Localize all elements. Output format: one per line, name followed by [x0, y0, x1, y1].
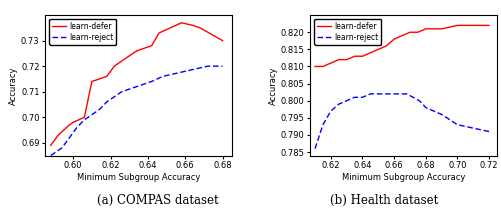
learn-defer [469, 24, 475, 27]
learn-reject [182, 70, 188, 73]
learn-defer [335, 58, 341, 61]
learn-defer [167, 27, 173, 29]
learn-defer [351, 55, 357, 57]
learn-reject [48, 154, 54, 157]
learn-defer [312, 65, 318, 68]
learn-reject [159, 75, 165, 78]
learn-reject [312, 147, 318, 150]
X-axis label: Minimum Subgroup Accuracy: Minimum Subgroup Accuracy [77, 173, 200, 182]
learn-defer [382, 45, 388, 47]
Line: learn-reject: learn-reject [51, 66, 222, 156]
learn-reject [409, 96, 415, 98]
learn-defer [438, 27, 444, 30]
learn-defer [189, 24, 195, 27]
learn-defer [343, 58, 349, 61]
learn-reject [148, 80, 154, 83]
learn-reject [89, 113, 95, 116]
learn-defer [89, 80, 95, 83]
learn-reject [193, 67, 199, 70]
learn-defer [390, 38, 396, 40]
learn-defer [126, 55, 132, 57]
learn-reject [375, 93, 381, 95]
learn-reject [133, 85, 139, 88]
learn-reject [66, 136, 72, 139]
learn-defer [156, 32, 162, 34]
learn-defer [141, 47, 147, 50]
learn-defer [367, 51, 373, 54]
Line: learn-defer: learn-defer [315, 25, 488, 67]
learn-reject [141, 83, 147, 85]
learn-reject [438, 113, 444, 116]
learn-reject [327, 110, 333, 112]
learn-defer [453, 24, 459, 27]
learn-reject [118, 91, 124, 93]
learn-defer [178, 21, 184, 24]
Text: (a) COMPAS dataset: (a) COMPAS dataset [97, 194, 218, 207]
learn-defer [70, 121, 76, 124]
learn-defer [48, 144, 54, 147]
learn-defer [219, 39, 225, 42]
learn-reject [416, 99, 422, 102]
learn-reject [111, 95, 117, 98]
Y-axis label: Accuracy: Accuracy [9, 66, 18, 105]
learn-defer [55, 134, 61, 136]
Line: learn-defer: learn-defer [51, 23, 222, 145]
learn-reject [453, 123, 459, 126]
Legend: learn-defer, learn-reject: learn-defer, learn-reject [49, 19, 116, 44]
Legend: learn-defer, learn-reject: learn-defer, learn-reject [314, 19, 381, 44]
learn-defer [414, 31, 420, 33]
learn-reject [126, 88, 132, 91]
Y-axis label: Accuracy: Accuracy [269, 66, 278, 105]
learn-defer [111, 65, 117, 67]
learn-reject [367, 93, 373, 95]
X-axis label: Minimum Subgroup Accuracy: Minimum Subgroup Accuracy [341, 173, 464, 182]
learn-defer [104, 75, 110, 78]
learn-reject [382, 93, 388, 95]
learn-reject [59, 147, 65, 149]
learn-reject [343, 99, 349, 102]
learn-reject [171, 73, 177, 75]
learn-defer [375, 48, 381, 51]
learn-reject [359, 96, 365, 98]
learn-defer [118, 60, 124, 62]
learn-reject [469, 127, 475, 129]
learn-reject [335, 103, 341, 105]
learn-defer [66, 124, 72, 126]
learn-defer [133, 49, 139, 52]
learn-defer [319, 65, 325, 68]
learn-reject [351, 96, 357, 98]
learn-reject [422, 106, 428, 109]
Line: learn-reject: learn-reject [315, 94, 488, 149]
learn-reject [390, 93, 396, 95]
learn-defer [422, 27, 428, 30]
learn-reject [485, 130, 491, 133]
learn-defer [327, 62, 333, 64]
learn-defer [485, 24, 491, 27]
learn-defer [406, 31, 412, 33]
learn-reject [74, 126, 80, 129]
learn-defer [359, 55, 365, 57]
learn-defer [81, 116, 87, 119]
learn-defer [398, 34, 404, 37]
learn-defer [148, 44, 154, 47]
learn-defer [96, 78, 102, 80]
learn-reject [96, 108, 102, 111]
learn-reject [319, 123, 325, 126]
learn-reject [104, 101, 110, 103]
learn-reject [403, 93, 409, 95]
learn-reject [398, 93, 404, 95]
learn-reject [81, 119, 87, 121]
learn-reject [204, 65, 210, 67]
learn-reject [219, 65, 225, 67]
Text: (b) Health dataset: (b) Health dataset [329, 194, 437, 207]
learn-defer [197, 27, 203, 29]
